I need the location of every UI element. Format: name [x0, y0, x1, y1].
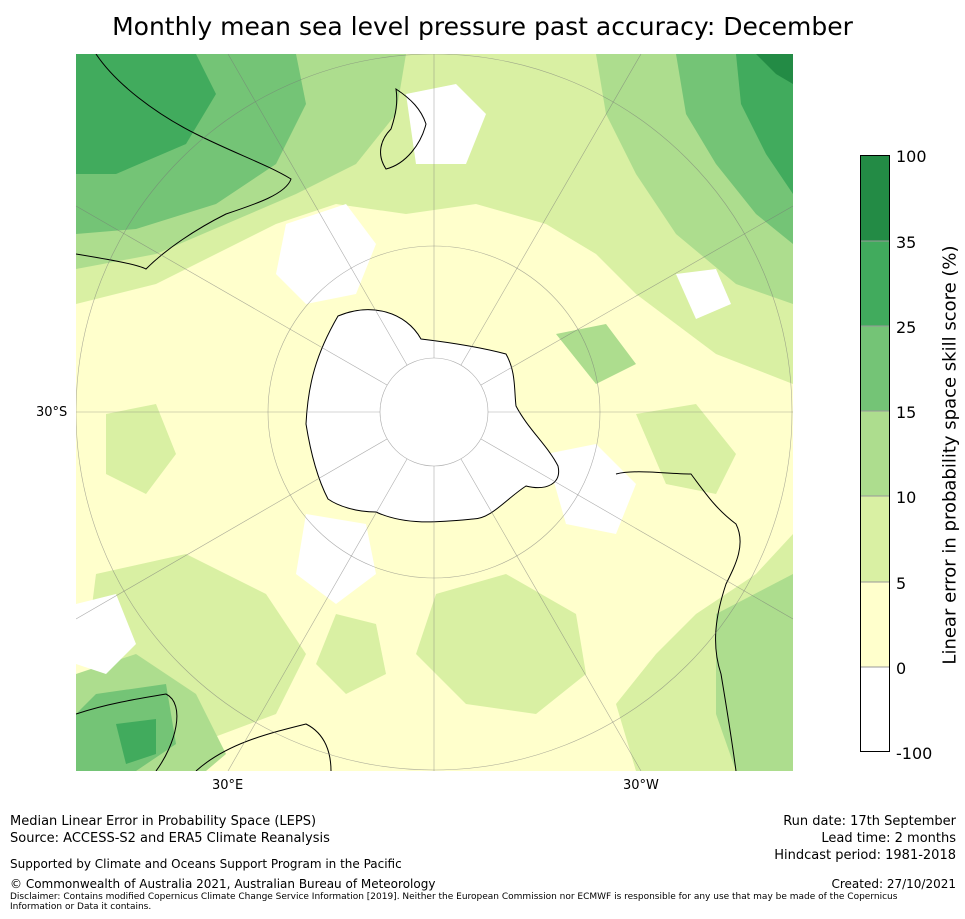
lat-label-30s: 30°S	[36, 405, 68, 420]
colorbar-tick-100: 100	[896, 147, 927, 166]
colorbar-tick-35: 35	[896, 233, 917, 252]
map-title: Monthly mean sea level pressure past acc…	[112, 12, 853, 41]
lon-label-30e: 30°E	[212, 778, 244, 793]
lead-time: Lead time: 2 months	[821, 831, 956, 846]
coastlines	[76, 54, 741, 771]
colorbar-bin-10-15	[860, 411, 890, 496]
colorbar-bin-35-100	[860, 155, 890, 241]
colorbar-bin-0-5	[860, 582, 890, 667]
run-date: Run date: 17th September	[783, 814, 956, 829]
colorbar-scale	[860, 155, 890, 752]
lon-label-30w: 30°W	[623, 778, 659, 793]
hindcast-period: Hindcast period: 1981-2018	[774, 848, 956, 863]
colorbar-tick-15: 15	[896, 403, 917, 422]
colorbar-title: Linear error in probability space skill …	[939, 245, 961, 665]
colorbar-border	[860, 155, 890, 752]
footer-method: Median Linear Error in Probability Space…	[10, 814, 317, 829]
created-date: Created: 27/10/2021	[831, 877, 956, 891]
colorbar-bin-5-10	[860, 496, 890, 582]
map-panel[interactable]	[76, 54, 793, 771]
colorbar-bin-15-25	[860, 326, 890, 411]
colorbar-tick-25: 25	[896, 318, 917, 337]
colorbar-dividers	[860, 240, 890, 668]
colorbar-tick-10: 10	[896, 488, 917, 507]
footer-support: Supported by Climate and Oceans Support …	[10, 857, 402, 871]
skill-region-negative	[76, 84, 731, 674]
colorbar-tick-0: 0	[896, 659, 907, 678]
skill-region-35-100	[756, 54, 793, 84]
graticule	[76, 54, 793, 771]
antarctica-coastline	[305, 309, 560, 523]
colorbar-tick-5: 5	[896, 574, 907, 593]
colorbar-bin-neg100-0	[860, 667, 890, 752]
footer-source: Source: ACCESS-S2 and ERA5 Climate Reana…	[10, 831, 330, 846]
colorbar	[860, 155, 890, 752]
colorbar-bin-25-35	[860, 241, 890, 326]
footer-copyright: © Commonwealth of Australia 2021, Austra…	[10, 877, 436, 891]
skill-region-25-35	[76, 54, 793, 764]
footer-disclaimer: Disclaimer: Contains modified Copernicus…	[10, 892, 898, 912]
colorbar-tick-neg100: -100	[896, 744, 933, 763]
south-polar-map	[76, 54, 793, 771]
